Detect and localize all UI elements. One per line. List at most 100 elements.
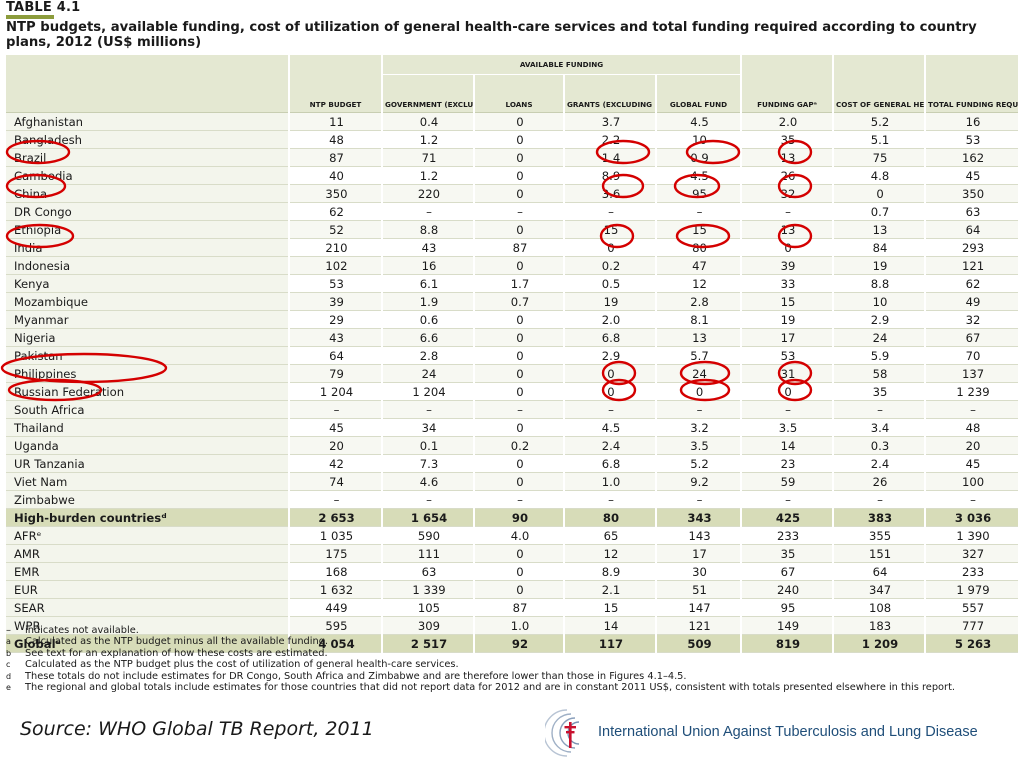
table-row: EMR 168 63 0 8.9 30 67 64 233 (6, 562, 1021, 581)
footnote: d These totals do not include estimates f… (6, 671, 1018, 682)
country-name-cell: AMR (6, 544, 290, 563)
value-cell: 0 (474, 418, 565, 437)
value-cell: 5 263 (925, 634, 1021, 653)
value-cell: 0.3 (833, 436, 927, 455)
value-cell: 0 (474, 454, 565, 473)
value-cell: 31 (741, 364, 835, 383)
value-cell: 92 (474, 634, 565, 653)
value-cell: 121 (925, 256, 1021, 275)
value-cell: 105 (382, 598, 475, 617)
country-name-cell: EMR (6, 562, 290, 581)
country-name-cell: Cambodia (6, 166, 290, 185)
footnote-marker: b (6, 648, 12, 658)
value-cell: 2.0 (564, 310, 657, 329)
table-row: SEAR 449 105 87 15 147 95 108 557 (6, 598, 1021, 617)
value-cell: 0 (474, 544, 565, 563)
value-cell: 0 (474, 166, 565, 185)
value-cell: 7.3 (382, 454, 475, 473)
footnote-text: Calculated as the NTP budget plus the co… (25, 659, 459, 671)
footnote-text: Calculated as the NTP budget minus all t… (25, 636, 329, 648)
value-cell: 5.9 (833, 346, 927, 365)
value-cell: 62 (289, 202, 383, 221)
value-cell: 24 (833, 328, 927, 347)
value-cell: – (833, 400, 927, 419)
country-name-cell: China (6, 184, 290, 203)
value-cell: 1 209 (833, 634, 927, 653)
value-cell: 5.2 (833, 112, 927, 131)
value-cell: 1 979 (925, 580, 1021, 599)
value-cell: 95 (741, 598, 835, 617)
value-cell: 3.5 (656, 436, 743, 455)
value-cell: 43 (289, 328, 383, 347)
value-cell: 13 (656, 328, 743, 347)
value-cell: 100 (925, 472, 1021, 491)
value-cell: 8.8 (382, 220, 475, 239)
table-label-bar (6, 15, 54, 19)
value-cell: 2.8 (382, 346, 475, 365)
value-cell: 26 (833, 472, 927, 491)
value-cell: 20 (925, 436, 1021, 455)
value-cell: 24 (382, 364, 475, 383)
value-cell: 53 (741, 346, 835, 365)
value-cell: 1 632 (289, 580, 383, 599)
value-cell: 74 (289, 472, 383, 491)
table-row: Nigeria 43 6.6 0 6.8 13 17 24 67 (6, 328, 1021, 347)
value-cell: – (925, 400, 1021, 419)
value-cell: 6.8 (564, 328, 657, 347)
value-cell: 327 (925, 544, 1021, 563)
value-cell: 14 (564, 616, 657, 635)
value-cell: 2.4 (564, 436, 657, 455)
table-row: EUR 1 632 1 339 0 2.1 51 240 347 1 979 (6, 580, 1021, 599)
value-cell: 17 (741, 328, 835, 347)
value-cell: 19 (833, 256, 927, 275)
value-cell: 0 (564, 364, 657, 383)
value-cell: 233 (741, 526, 835, 545)
value-cell: 1.7 (474, 274, 565, 293)
value-cell: 0.6 (382, 310, 475, 329)
value-cell: 35 (833, 382, 927, 401)
value-cell: 111 (382, 544, 475, 563)
value-cell: – (564, 202, 657, 221)
value-cell: 87 (474, 598, 565, 617)
value-cell: 143 (656, 526, 743, 545)
footnote: – indicates not available. (6, 625, 1018, 636)
col-group-header: AVAILABLE FUNDING (382, 55, 743, 75)
value-cell: 4.5 (656, 166, 743, 185)
value-cell: 8.9 (564, 562, 657, 581)
value-cell: 210 (289, 238, 383, 257)
value-cell: 63 (925, 202, 1021, 221)
value-cell: 2.0 (741, 112, 835, 131)
value-cell: – (741, 400, 835, 419)
value-cell: 6.1 (382, 274, 475, 293)
value-cell: – (656, 400, 743, 419)
value-cell: 350 (289, 184, 383, 203)
table-row: Cambodia 40 1.2 0 8.9 4.5 26 4.8 45 (6, 166, 1021, 185)
value-cell: 2 517 (382, 634, 475, 653)
value-cell: – (741, 490, 835, 509)
value-cell: 121 (656, 616, 743, 635)
value-cell: 10 (833, 292, 927, 311)
value-cell: 0 (474, 328, 565, 347)
table-row: DR Congo 62– – – – –0.7 63 (6, 202, 1021, 221)
value-cell: 45 (289, 418, 383, 437)
value-cell: – (564, 400, 657, 419)
value-cell: 0 (474, 184, 565, 203)
value-cell: 151 (833, 544, 927, 563)
value-cell: 0 (741, 238, 835, 257)
value-cell: 3.2 (656, 418, 743, 437)
table-row: UR Tanzania 42 7.3 0 6.8 5.2 23 2.4 45 (6, 454, 1021, 473)
country-name-cell: South Africa (6, 400, 290, 419)
table-row: Kenya 53 6.1 1.7 0.5 12 33 8.8 62 (6, 274, 1021, 293)
value-cell: 13 (833, 220, 927, 239)
footnote: b See text for an explanation of how thes… (6, 648, 1018, 659)
value-cell: 58 (833, 364, 927, 383)
value-cell: 1.0 (474, 616, 565, 635)
value-cell: 4 054 (289, 634, 383, 653)
value-cell: – (925, 490, 1021, 509)
footnote: e The regional and global totals include … (6, 682, 1018, 693)
value-cell: 64 (833, 562, 927, 581)
value-cell: 0 (474, 364, 565, 383)
value-cell: 137 (925, 364, 1021, 383)
value-cell: 8.9 (564, 166, 657, 185)
value-cell: 39 (741, 256, 835, 275)
